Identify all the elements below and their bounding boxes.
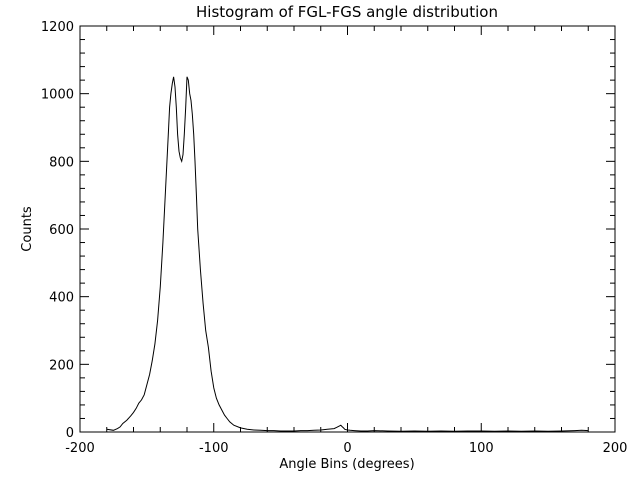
x-tick-label: 0	[343, 441, 351, 456]
x-tick-label: -200	[65, 441, 95, 456]
axis-tick-labels: -200 -100 0 100 200 0 200 400 600 800 1000 1200	[41, 20, 628, 456]
y-tick-label: 200	[49, 358, 74, 373]
x-axis-label: Angle Bins (degrees)	[279, 457, 414, 472]
y-tick-label: 600	[49, 223, 74, 238]
y-tick-label: 0	[66, 426, 74, 441]
y-tick-label: 800	[49, 155, 74, 170]
x-tick-label: 200	[603, 441, 628, 456]
chart-title: Histogram of FGL-FGS angle distribution	[196, 3, 498, 21]
series-line	[106, 76, 589, 432]
y-tick-label: 400	[49, 291, 74, 306]
y-tick-label: 1000	[41, 88, 74, 103]
y-axis-label: Counts	[20, 206, 35, 252]
x-tick-label: 100	[469, 441, 494, 456]
y-tick-label: 1200	[41, 20, 74, 35]
axis-ticks	[79, 25, 616, 433]
x-tick-label: -100	[199, 441, 229, 456]
